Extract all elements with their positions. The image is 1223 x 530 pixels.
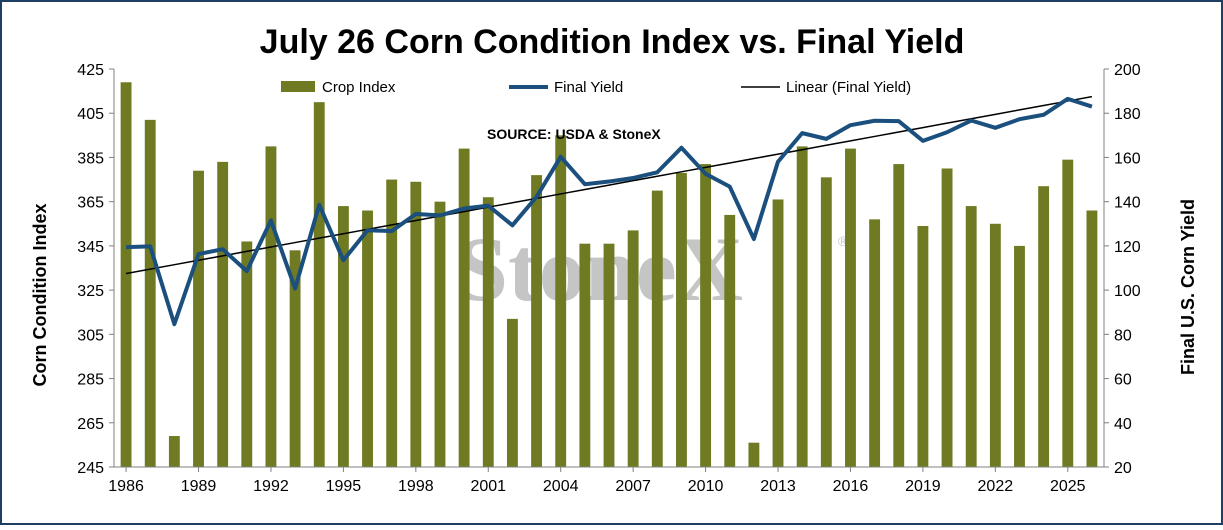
legend-label-linear-final-yield: Linear (Final Yield) <box>786 79 911 96</box>
bar-crop-index-2007 <box>627 230 639 467</box>
legend: Crop Index Final Yield Linear (Final Yie… <box>281 79 911 96</box>
bar-crop-index-1995 <box>337 206 349 467</box>
bar-crop-index-1987 <box>144 119 156 468</box>
legend-label-final-yield: Final Yield <box>554 79 623 96</box>
bar-crop-index-2025 <box>1062 159 1074 467</box>
y-tick-label-325: 325 <box>77 283 104 300</box>
bar-crop-index-2019 <box>917 225 929 467</box>
bar-crop-index-2012 <box>748 442 760 467</box>
bar-crop-index-2017 <box>869 219 881 467</box>
legend-swatch-crop-index <box>281 81 315 92</box>
bar-crop-index-2009 <box>676 172 687 468</box>
y2-tick-label-20: 20 <box>1114 460 1132 477</box>
series-line-final-yield <box>125 96 1093 327</box>
x-tick-label-1998: 1998 <box>398 478 434 495</box>
bar-crop-index-2022 <box>989 223 1001 467</box>
y2-tick-label-40: 40 <box>1114 416 1132 433</box>
y2-tick-label-140: 140 <box>1114 195 1141 212</box>
y2-tick-label-100: 100 <box>1114 283 1141 300</box>
bar-crop-index-2011 <box>724 214 736 467</box>
watermark-text: StoneX <box>457 218 743 320</box>
lines-layer <box>125 95 1093 327</box>
bar-crop-index-1999 <box>434 201 446 468</box>
bar-crop-index-1993 <box>289 250 301 467</box>
source-annotation: SOURCE: USDA & StoneX <box>487 126 661 142</box>
bar-crop-index-2004 <box>555 135 567 467</box>
axes-layer: 245 265 285 305 325 345 365 385 405 425 20 40 60 80 10… <box>77 62 1141 495</box>
bar-crop-index-2010 <box>700 164 712 467</box>
y2-axis-label: Final U.S. Corn Yield <box>1178 199 1198 375</box>
bar-crop-index-2005 <box>579 243 591 467</box>
y-tick-label-385: 385 <box>77 150 104 167</box>
y-tick-label-345: 345 <box>77 239 104 256</box>
watermark: StoneX ® <box>457 218 849 320</box>
y-axis-label: Corn Condition Index <box>30 204 50 387</box>
bar-crop-index-1991 <box>241 241 253 467</box>
bar-crop-index-2016 <box>845 148 856 467</box>
bar-crop-index-1986 <box>120 82 132 468</box>
bar-crop-index-2002 <box>506 318 518 467</box>
bar-crop-index-2008 <box>651 190 663 468</box>
bar-crop-index-2015 <box>820 177 832 467</box>
bar-crop-index-1992 <box>265 146 277 467</box>
y-tick-label-245: 245 <box>77 460 104 477</box>
y2-tick-label-200: 200 <box>1114 62 1141 79</box>
x-tick-label-2007: 2007 <box>615 478 651 495</box>
x-tick-label-2016: 2016 <box>833 478 869 495</box>
bar-crop-index-1989 <box>193 170 204 467</box>
x-tick-label-2025: 2025 <box>1050 478 1086 495</box>
bar-crop-index-2026 <box>1086 210 1098 467</box>
x-tick-label-1995: 1995 <box>326 478 362 495</box>
bar-crop-index-2021 <box>965 206 977 467</box>
chart-title: July 26 Corn Condition Index vs. Final Y… <box>260 23 965 61</box>
x-tick-label-2004: 2004 <box>543 478 579 495</box>
x-tick-label-2013: 2013 <box>760 478 796 495</box>
bar-crop-index-1990 <box>217 161 229 467</box>
bar-crop-index-2000 <box>458 148 470 467</box>
x-tick-label-1989: 1989 <box>181 478 217 495</box>
bar-crop-index-2006 <box>603 243 615 467</box>
legend-label-crop-index: Crop Index <box>322 79 396 96</box>
x-tick-label-2001: 2001 <box>470 478 506 495</box>
x-tick-label-1992: 1992 <box>253 478 289 495</box>
bar-crop-index-2024 <box>1038 186 1050 467</box>
bar-crop-index-2001 <box>482 197 494 468</box>
bar-crop-index-2014 <box>796 146 808 467</box>
bar-crop-index-1998 <box>410 181 422 467</box>
y2-tick-label-60: 60 <box>1114 372 1132 389</box>
y-tick-label-405: 405 <box>77 106 104 123</box>
x-tick-label-2010: 2010 <box>688 478 724 495</box>
y2-tick-label-160: 160 <box>1114 150 1141 167</box>
bar-crop-index-1994 <box>313 102 325 468</box>
y-tick-label-265: 265 <box>77 416 104 433</box>
x-tick-label-2022: 2022 <box>978 478 1014 495</box>
x-tick-label-1986: 1986 <box>108 478 144 495</box>
bar-crop-index-2020 <box>941 168 953 467</box>
series-line-linear-final-yield <box>125 95 1093 275</box>
y-tick-label-425: 425 <box>77 62 104 79</box>
x-tick-label-2019: 2019 <box>905 478 941 495</box>
bar-crop-index-2013 <box>772 199 784 467</box>
bar-crop-index-1996 <box>362 210 373 467</box>
bars-layer <box>120 82 1098 468</box>
y-tick-label-365: 365 <box>77 195 104 212</box>
y-tick-label-285: 285 <box>77 372 104 389</box>
bar-crop-index-1988 <box>168 436 180 467</box>
bar-crop-index-1997 <box>386 179 398 467</box>
watermark-registered-mark: ® <box>838 233 849 249</box>
y-tick-label-305: 305 <box>77 327 104 344</box>
bar-crop-index-2023 <box>1014 245 1025 467</box>
bar-crop-index-2018 <box>893 164 905 467</box>
y2-tick-label-80: 80 <box>1114 327 1132 344</box>
bar-crop-index-2003 <box>531 175 542 467</box>
y2-tick-label-120: 120 <box>1114 239 1141 256</box>
y2-tick-label-180: 180 <box>1114 106 1141 123</box>
